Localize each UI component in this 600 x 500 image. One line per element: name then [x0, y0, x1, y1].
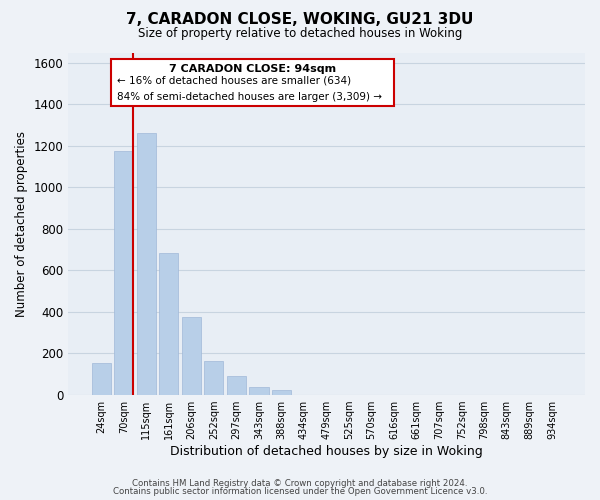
Bar	[114, 151, 133, 394]
X-axis label: Distribution of detached houses by size in Woking: Distribution of detached houses by size …	[170, 444, 483, 458]
Text: Contains HM Land Registry data © Crown copyright and database right 2024.: Contains HM Land Registry data © Crown c…	[132, 478, 468, 488]
Text: ← 16% of detached houses are smaller (634): ← 16% of detached houses are smaller (63…	[118, 75, 352, 85]
Bar	[92, 364, 111, 394]
Bar	[182, 317, 201, 394]
Text: Contains public sector information licensed under the Open Government Licence v3: Contains public sector information licen…	[113, 487, 487, 496]
Text: Size of property relative to detached houses in Woking: Size of property relative to detached ho…	[138, 28, 462, 40]
Bar	[227, 376, 246, 394]
Bar	[137, 134, 156, 394]
Bar	[250, 388, 269, 394]
Y-axis label: Number of detached properties: Number of detached properties	[15, 130, 28, 316]
Bar	[272, 390, 291, 394]
Bar	[159, 252, 178, 394]
FancyBboxPatch shape	[111, 58, 394, 106]
Text: 84% of semi-detached houses are larger (3,309) →: 84% of semi-detached houses are larger (…	[118, 92, 382, 102]
Text: 7 CARADON CLOSE: 94sqm: 7 CARADON CLOSE: 94sqm	[169, 64, 336, 74]
Text: 7, CARADON CLOSE, WOKING, GU21 3DU: 7, CARADON CLOSE, WOKING, GU21 3DU	[127, 12, 473, 28]
Bar	[205, 362, 223, 394]
